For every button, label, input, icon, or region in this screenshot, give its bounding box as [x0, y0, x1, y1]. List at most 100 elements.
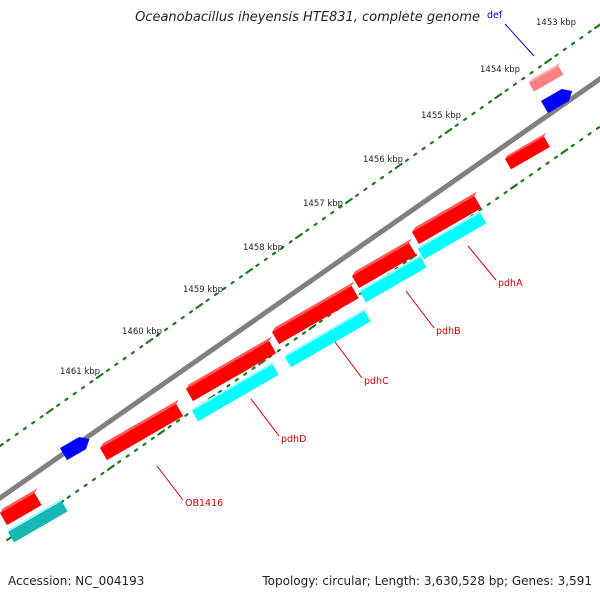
tick-outer	[72, 391, 77, 396]
tick-inner	[587, 132, 592, 136]
tick-outer	[594, 23, 600, 30]
tick-inner	[251, 366, 256, 370]
tick-inner	[308, 324, 317, 331]
tick-outer	[45, 407, 54, 415]
leader-pdhB	[405, 290, 435, 329]
tick-outer	[554, 53, 559, 57]
tick-inner	[579, 137, 584, 142]
tick-outer	[579, 35, 584, 40]
tick-outer	[89, 380, 94, 384]
tick-inner	[91, 477, 97, 482]
tick-inner	[133, 448, 139, 452]
tick-outer	[0, 442, 4, 448]
tick-outer	[105, 368, 111, 372]
operon-pdhb-top	[360, 253, 423, 292]
tick-inner	[217, 389, 223, 394]
tick-outer	[404, 158, 410, 162]
inner-tick-ring	[6, 126, 600, 542]
cds-pdhd-top	[186, 336, 272, 389]
operon-pdhd-top	[192, 360, 275, 411]
tick-outer	[288, 240, 293, 244]
scale-label-1455: 1455 kbp	[421, 111, 461, 121]
cds-pdha-face	[412, 196, 482, 245]
tick-inner	[510, 183, 518, 190]
gene-label-def: def	[487, 10, 503, 21]
cds-pdhb-top	[352, 238, 412, 276]
tick-outer	[355, 193, 360, 197]
cds-pdhd	[186, 336, 277, 402]
tick-outer	[429, 140, 434, 145]
tick-outer	[562, 47, 567, 52]
operon-pdha-top	[418, 209, 483, 249]
tick-inner	[175, 419, 181, 423]
tick-outer	[338, 205, 343, 209]
tick-outer	[413, 152, 418, 157]
tick-outer	[95, 372, 104, 380]
leader-pdhC	[334, 341, 363, 379]
cds-pdha-top	[412, 191, 478, 232]
tick-inner	[117, 460, 122, 464]
tick-inner	[258, 359, 266, 366]
tick-outer	[537, 65, 542, 69]
tick-outer	[394, 162, 403, 170]
cds-pdhc-top	[272, 281, 355, 332]
tick-inner	[520, 178, 525, 183]
gene-labels: def pdhA pdhB pdhC pdhD OB1416	[156, 10, 535, 509]
tick-outer	[313, 222, 318, 227]
tick-outer	[272, 251, 277, 256]
tick-inner	[301, 331, 307, 335]
tick-outer	[371, 181, 376, 186]
feature-track	[0, 62, 573, 543]
gene-label-pdhD: pdhD	[281, 434, 306, 445]
tick-outer	[172, 321, 177, 326]
tick-inner	[66, 495, 71, 499]
operon-pdha	[418, 209, 487, 260]
cds-ob1416-face	[100, 404, 184, 461]
gene-label-pdhA: pdhA	[498, 278, 523, 289]
cds-pdhd-face	[186, 341, 277, 402]
tick-inner	[537, 167, 542, 171]
tick-outer	[263, 257, 268, 262]
tick-outer	[444, 127, 453, 135]
tick-inner	[570, 143, 575, 148]
tick-outer	[6, 438, 11, 442]
accession-text: Accession: NC_004193	[8, 574, 145, 588]
cds-pdha	[412, 191, 482, 245]
tick-inner	[106, 464, 115, 471]
tick-outer	[180, 315, 185, 320]
tick-outer	[205, 298, 210, 302]
tick-outer	[145, 337, 154, 345]
tick-inner	[276, 348, 281, 353]
scale-label-1460: 1460 kbp	[122, 327, 162, 337]
gene-label-pdhC: pdhC	[364, 376, 389, 387]
tick-outer	[344, 197, 353, 205]
tick-outer	[529, 70, 534, 75]
gene-label-pdhB: pdhB	[436, 326, 461, 337]
tick-outer	[504, 88, 509, 92]
tick-outer	[571, 41, 576, 46]
cds-upstream	[505, 132, 550, 170]
leader-pdhA	[467, 245, 497, 281]
tick-inner	[184, 413, 189, 417]
scale-label-1461: 1461 kbp	[60, 367, 100, 377]
scale-label-1457: 1457 kbp	[303, 199, 343, 209]
tick-inner	[234, 378, 239, 382]
tick-outer	[305, 228, 310, 232]
gene-blue-left	[60, 437, 90, 461]
tick-inner	[318, 319, 323, 324]
tick-outer	[14, 432, 19, 437]
tick-outer	[245, 267, 254, 275]
tick-inner	[150, 436, 155, 441]
tick-outer	[22, 426, 27, 431]
cds-pdhb-face	[352, 243, 417, 289]
cds-ob1416-top	[100, 399, 179, 448]
tick-inner	[226, 383, 231, 388]
operon-pdhd	[192, 360, 279, 422]
tick-outer	[39, 415, 44, 419]
cds-upstream-face	[505, 136, 550, 170]
cds-def	[529, 62, 564, 92]
tick-inner	[478, 208, 483, 212]
scale-label-1459: 1459 kbp	[183, 285, 223, 295]
tick-outer	[122, 356, 127, 361]
tick-outer	[295, 232, 303, 240]
